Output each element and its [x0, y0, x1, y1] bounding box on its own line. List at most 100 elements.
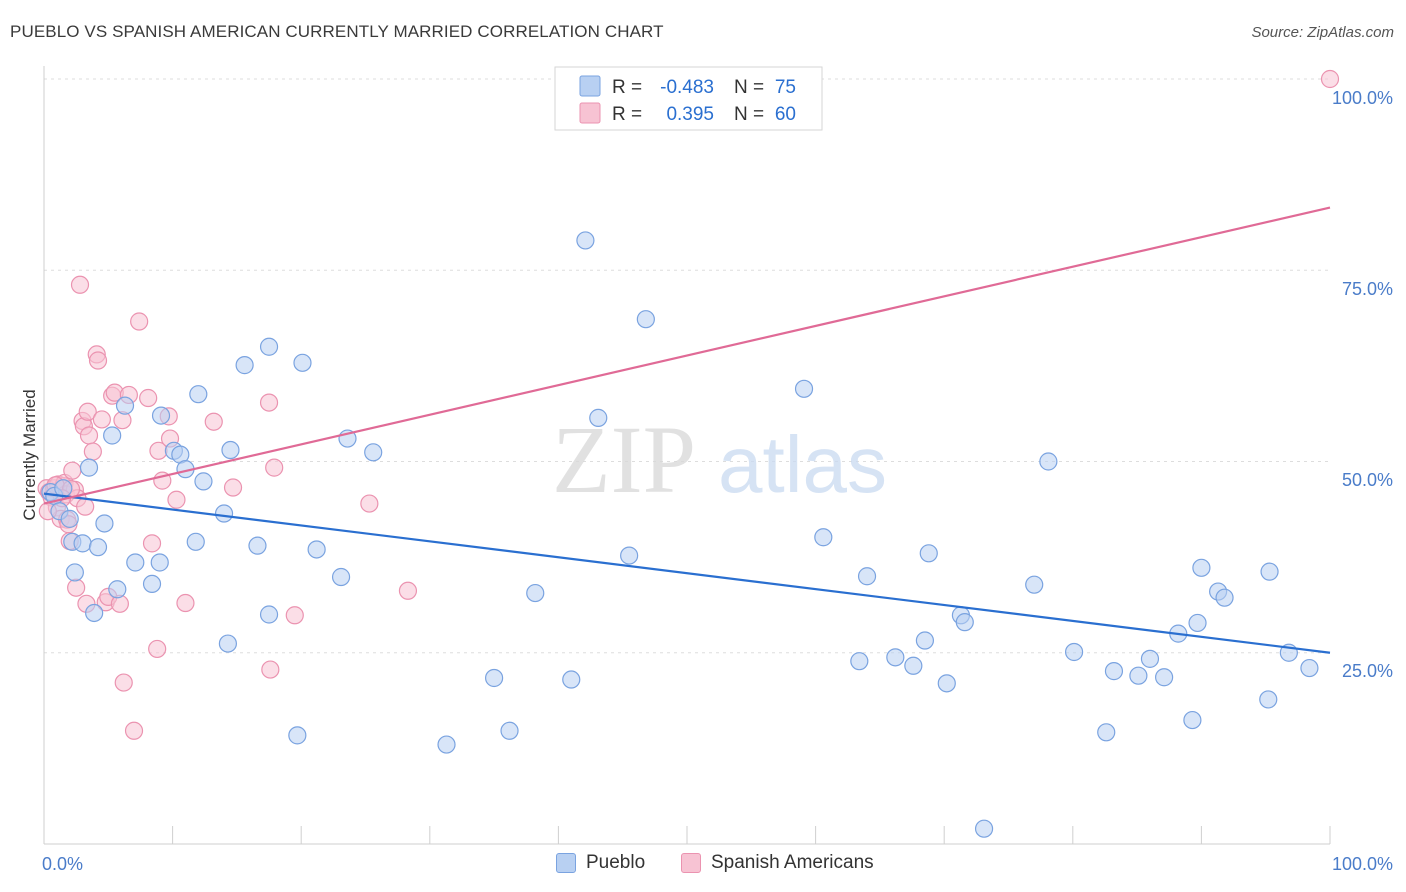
pueblo-point [1183, 710, 1202, 730]
legend-swatch-spanish [579, 102, 601, 124]
watermark-zip: ZIP [552, 406, 696, 513]
pueblo-point [485, 668, 504, 688]
pueblo-point [307, 540, 326, 559]
x-ticks [172, 826, 1331, 844]
pueblo-point [974, 819, 994, 838]
y-tick-label: 50.0% [1342, 470, 1393, 490]
legend-item-spanish: Spanish Americans [681, 852, 874, 874]
spanish-american-point [398, 581, 418, 600]
legend-r-label: R = [612, 104, 642, 125]
pueblo-point [103, 426, 122, 445]
x-tick-label-min: 0.0% [42, 854, 83, 874]
pueblo-point [937, 674, 956, 693]
pueblo-point [919, 544, 938, 563]
pueblo-point [65, 563, 84, 582]
spanish-american-point [259, 393, 279, 412]
pueblo-point [1097, 723, 1116, 742]
source-label: Source: ZipAtlas.com [1251, 24, 1394, 41]
pueblo-point [850, 652, 869, 671]
spanish-swatch [681, 853, 701, 873]
spanish-american-trendline [43, 206, 1331, 505]
y-tick-label: 100.0% [1332, 88, 1393, 108]
spanish-american-point [265, 458, 284, 477]
pueblo-point [857, 567, 877, 586]
pueblo-point [364, 443, 383, 462]
pueblo-point [60, 509, 79, 528]
pueblo-point [620, 546, 639, 565]
spanish-american-point [139, 388, 158, 408]
y-tick-label: 75.0% [1342, 279, 1393, 299]
pueblo-point [214, 504, 234, 523]
pueblo-point [636, 310, 655, 329]
pueblo-point [437, 735, 456, 754]
y-axis-label: Currently Married [20, 389, 39, 520]
legend: R = -0.483 N = 75 R = 0.395 N = 60 [554, 66, 823, 131]
pueblo-point [1260, 562, 1279, 581]
pueblo-point [576, 231, 595, 250]
pueblo-point [915, 631, 935, 650]
pueblo-point [293, 353, 312, 372]
spanish-american-point [148, 639, 167, 659]
pueblo-point [142, 574, 162, 594]
spanish-american-point [124, 721, 144, 740]
spanish-american-point [142, 534, 162, 553]
pueblo-point [248, 536, 267, 555]
watermark-atlas: atlas [718, 420, 887, 509]
chart-title: PUEBLO VS SPANISH AMERICAN CURRENTLY MAR… [10, 22, 664, 41]
legend-r-value: 0.395 [666, 104, 714, 125]
pueblo-point [73, 534, 92, 553]
spanish-american-point [223, 478, 243, 497]
pueblo-point [1192, 558, 1211, 577]
spanish-american-point [67, 578, 86, 597]
spanish-american-point [70, 275, 90, 294]
pueblo-point [526, 583, 545, 603]
pueblo-point [221, 440, 240, 460]
pueblo-point [126, 553, 145, 572]
pueblo-point [1300, 658, 1319, 678]
pueblo-point [562, 670, 581, 689]
legend-r-value: -0.483 [660, 77, 714, 98]
legend-label-pueblo: Pueblo [586, 852, 646, 873]
legend-n-value: 75 [775, 77, 796, 98]
pueblo-point [1188, 613, 1207, 633]
pueblo-point [115, 396, 135, 415]
pueblo-point [189, 385, 208, 404]
spanish-american-point [92, 410, 111, 429]
y-tick-labels: 100.0% 75.0% 50.0% 25.0% [1332, 88, 1393, 681]
pueblo-point [1064, 642, 1084, 662]
spanish-american-point [1320, 69, 1340, 89]
pueblo-point [589, 408, 608, 427]
pueblo-point [1215, 588, 1234, 607]
legend-label-spanish: Spanish Americans [711, 852, 874, 873]
pueblo-point [1140, 649, 1160, 668]
pueblo-point [108, 580, 127, 599]
spanish-american-point [76, 497, 95, 516]
watermark: ZIP atlas [552, 406, 887, 513]
gridlines [44, 78, 1330, 654]
pueblo-trendline [43, 492, 1331, 654]
spanish-american-point [78, 402, 97, 421]
pueblo-point [235, 356, 254, 375]
pueblo-point [186, 532, 205, 551]
spanish-american-point [167, 490, 186, 509]
spanish-american-point [79, 426, 99, 445]
legend-n-label: N = [734, 77, 764, 98]
pueblo-point [88, 538, 108, 557]
legend-swatch-pueblo [579, 75, 601, 97]
spanish-american-point [285, 606, 304, 625]
spanish-american-point [88, 351, 108, 370]
spanish-american-point [261, 660, 280, 679]
legend-r-label: R = [612, 77, 642, 98]
spanish-american-point [114, 673, 133, 692]
pueblo-point [1259, 690, 1278, 709]
pueblo-point [1155, 668, 1174, 687]
pueblo-swatch [556, 853, 576, 873]
pueblo-point [1129, 666, 1148, 685]
pueblo-point [85, 603, 104, 623]
pueblo-point [886, 648, 905, 667]
pueblo-point [814, 528, 833, 547]
spanish-american-point [83, 442, 102, 461]
pueblo-point [904, 656, 923, 675]
pueblo-point [331, 567, 351, 587]
